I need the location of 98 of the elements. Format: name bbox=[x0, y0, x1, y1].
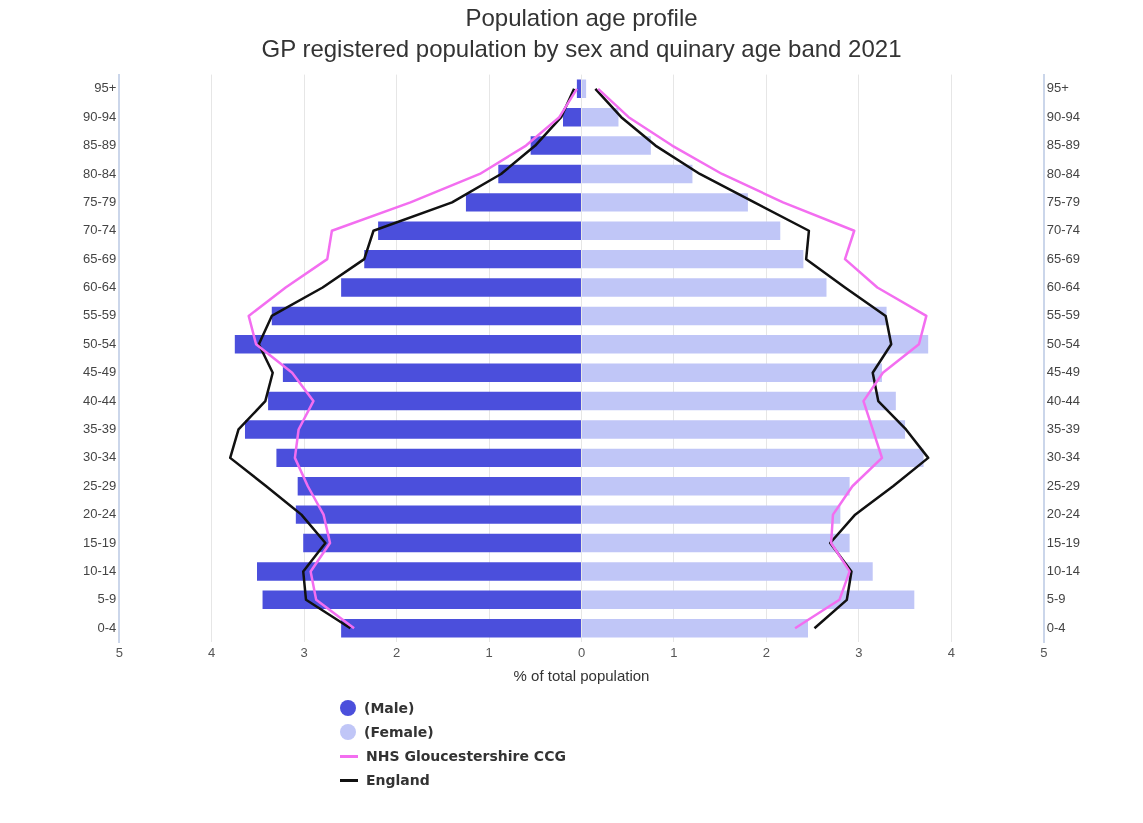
category-label: 50-54 bbox=[1046, 335, 1080, 351]
bar bbox=[530, 136, 581, 155]
y-tick-label: 15-19 bbox=[83, 534, 117, 550]
category-label: 0-4 bbox=[1046, 619, 1066, 635]
category-label: 75-79 bbox=[1046, 193, 1080, 209]
bar bbox=[582, 278, 827, 297]
bar bbox=[465, 193, 581, 212]
bar bbox=[582, 306, 887, 326]
y-tick-label: 65-69 bbox=[83, 250, 117, 266]
y-tick-label: 30-34 bbox=[83, 449, 117, 465]
chart-title: Population age profile bbox=[465, 4, 698, 32]
bar bbox=[582, 249, 804, 269]
x-tick-label: 5 bbox=[115, 644, 123, 660]
y-tick-label: 45-49 bbox=[83, 364, 117, 380]
bar bbox=[582, 164, 693, 184]
category-label: 55-59 bbox=[1046, 307, 1080, 323]
category-label: 25-29 bbox=[1046, 477, 1080, 493]
y-tick-label: 85-89 bbox=[83, 137, 117, 153]
y-tick-label: 60-64 bbox=[83, 279, 117, 295]
category-label: 45-49 bbox=[1046, 364, 1080, 380]
category-label: 90-94 bbox=[1046, 108, 1080, 124]
y-tick-label: 20-24 bbox=[83, 506, 117, 522]
bar bbox=[582, 533, 850, 553]
y-tick-label: 55-59 bbox=[83, 307, 117, 323]
category-label: 5-9 bbox=[1046, 591, 1066, 607]
bar bbox=[498, 164, 581, 184]
bar bbox=[582, 477, 850, 496]
legend-label: NHS Gloucestershire CCG bbox=[366, 748, 566, 764]
bar bbox=[341, 618, 581, 638]
bar bbox=[582, 448, 924, 468]
bar bbox=[582, 505, 841, 524]
category-label: 95+ bbox=[1046, 80, 1069, 96]
bar bbox=[276, 448, 581, 468]
x-tick-label: 3 bbox=[855, 644, 863, 660]
legend-label: (Male) bbox=[364, 700, 415, 716]
category-label: 10-14 bbox=[1046, 563, 1080, 578]
y-tick-label: 40-44 bbox=[83, 392, 117, 408]
bar bbox=[582, 335, 929, 354]
category-label: 20-24 bbox=[1046, 506, 1080, 522]
x-tick-label: 4 bbox=[208, 644, 216, 660]
x-tick-label: 4 bbox=[947, 644, 955, 660]
bar bbox=[364, 249, 581, 269]
category-label: 70-74 bbox=[1046, 222, 1080, 238]
category-label: 65-69 bbox=[1046, 250, 1080, 266]
bar bbox=[582, 420, 906, 439]
chart-subtitle: GP registered population by sex and quinary age band 2021 bbox=[261, 34, 902, 62]
y-tick-label: 95+ bbox=[94, 80, 117, 96]
x-tick-label: 5 bbox=[1040, 644, 1048, 660]
y-tick-label: 70-74 bbox=[83, 222, 117, 238]
y-tick-label: 75-79 bbox=[83, 193, 117, 209]
x-tick-label: 0 bbox=[577, 644, 586, 660]
y-tick-label: 80-84 bbox=[83, 165, 117, 181]
y-tick-label: 25-29 bbox=[83, 477, 117, 493]
x-tick-label: 2 bbox=[762, 644, 771, 660]
y-tick-label: 90-94 bbox=[83, 108, 117, 124]
bar bbox=[297, 477, 581, 496]
bar bbox=[295, 505, 581, 524]
bar bbox=[303, 533, 581, 553]
bar bbox=[378, 221, 581, 240]
x-tick-label: 2 bbox=[392, 644, 401, 660]
bar bbox=[582, 107, 619, 127]
category-label: 85-89 bbox=[1046, 137, 1080, 153]
bar bbox=[582, 136, 651, 155]
category-label: 80-84 bbox=[1046, 165, 1080, 181]
y-tick-label: 35-39 bbox=[83, 421, 117, 437]
bar bbox=[563, 107, 581, 127]
bar bbox=[234, 335, 581, 354]
bar bbox=[576, 79, 581, 99]
x-tick-label: 1 bbox=[485, 644, 493, 660]
y-tick-label: 50-54 bbox=[83, 335, 117, 351]
y-tick-label: 5-9 bbox=[97, 591, 117, 607]
bar bbox=[582, 79, 587, 99]
bar bbox=[257, 562, 581, 581]
bar bbox=[582, 618, 808, 638]
category-label: 40-44 bbox=[1046, 392, 1080, 408]
bar bbox=[582, 221, 781, 240]
category-label: 60-64 bbox=[1046, 279, 1080, 295]
y-tick-label: 10-14 bbox=[83, 563, 117, 578]
category-label: 35-39 bbox=[1046, 421, 1080, 437]
bar bbox=[262, 590, 581, 610]
bar bbox=[271, 306, 581, 326]
legend-label: England bbox=[366, 772, 430, 788]
x-tick-label: 3 bbox=[300, 644, 308, 660]
bar bbox=[268, 391, 581, 411]
legend-label: (Female) bbox=[364, 724, 434, 740]
category-label: 30-34 bbox=[1046, 449, 1080, 465]
bar bbox=[582, 590, 915, 610]
bar bbox=[244, 420, 581, 439]
x-axis-title: % of total population bbox=[513, 667, 650, 685]
bar bbox=[582, 193, 748, 212]
bar bbox=[282, 363, 581, 382]
bar bbox=[341, 278, 581, 297]
bar bbox=[582, 391, 896, 411]
category-label: 15-19 bbox=[1046, 534, 1080, 550]
bar bbox=[582, 562, 873, 581]
y-tick-label: 0-4 bbox=[97, 619, 117, 635]
bar bbox=[582, 363, 882, 382]
x-tick-label: 1 bbox=[670, 644, 678, 660]
